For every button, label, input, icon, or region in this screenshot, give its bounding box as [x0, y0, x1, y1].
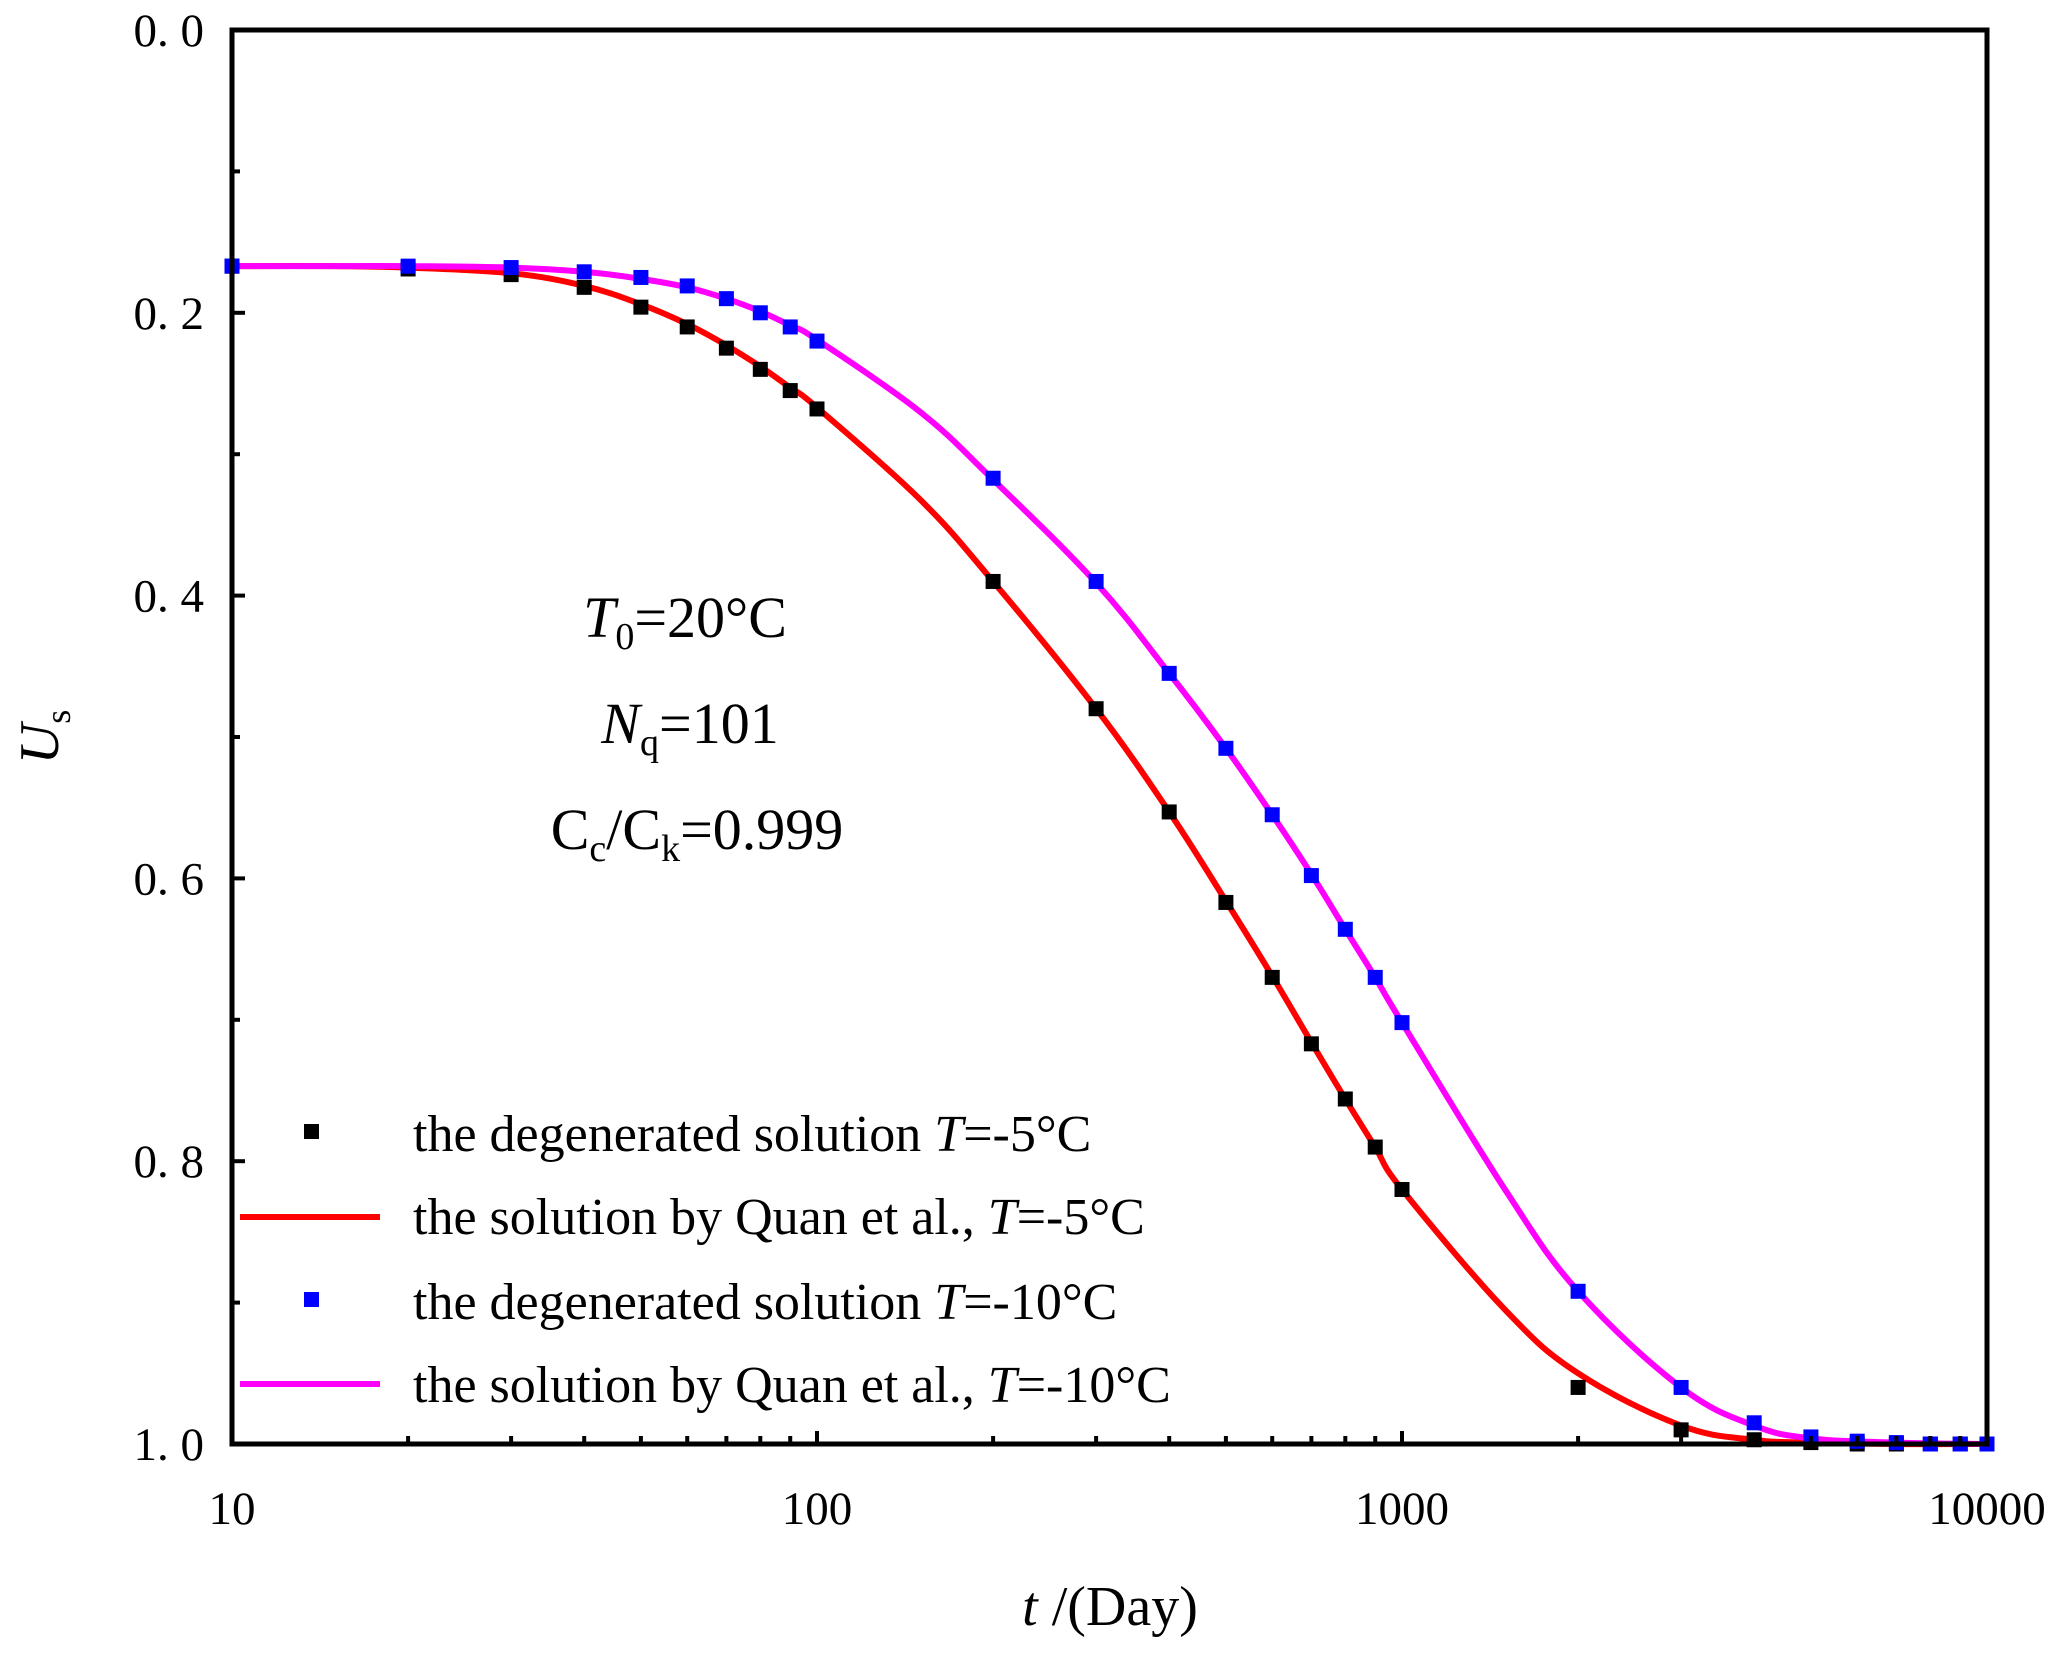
series-2-point [1161, 665, 1177, 681]
annotation-ratio-mid: /C [606, 797, 661, 862]
plot-frame [229, 27, 1990, 1447]
series-0-point [1570, 1379, 1586, 1395]
series-0-point [1394, 1181, 1410, 1197]
legend-label-2: the solution by Quan et al., T=-5°C [413, 1189, 1145, 1246]
series-0-point [718, 340, 734, 356]
legend-label-3-italic: T [934, 1274, 966, 1331]
series-0-point [752, 361, 768, 377]
annotation-t0-rest: =20°C [634, 585, 787, 650]
annotation-ratio-a-sub: c [589, 828, 606, 870]
series-layer [224, 258, 1995, 1452]
legend-label-1-suffix: =-5°C [963, 1106, 1091, 1163]
series-2-point [633, 269, 649, 285]
legend-label-4-prefix: the solution by Quan et al., [413, 1357, 988, 1414]
series-2-point [1264, 807, 1280, 823]
y-axis-title-main: U [9, 720, 71, 764]
annotation-nq-main: N [600, 691, 643, 756]
legend-label-4-suffix: =-10°C [1017, 1357, 1171, 1414]
x-axis-title-italic: t [1022, 1576, 1039, 1638]
series-2-point [1394, 1015, 1410, 1031]
series-0-point [1367, 1139, 1383, 1155]
series-0-point [782, 383, 798, 399]
legend-label-4: the solution by Quan et al., T=-10°C [413, 1357, 1171, 1414]
x-tick-label: 10000 [1928, 1483, 2046, 1535]
series-0-point [1218, 894, 1234, 910]
x-axis-title: t /(Day) [1022, 1576, 1198, 1638]
legend-label-4-italic: T [988, 1357, 1020, 1414]
legend-label-3: the degenerated solution T=-10°C [413, 1274, 1117, 1331]
series-0-point [1088, 701, 1104, 717]
series-0-point [633, 299, 649, 315]
legend-label-1-prefix: the degenerated solution [413, 1106, 934, 1163]
series-2-point [1746, 1415, 1762, 1431]
annotation-ratio-rest: =0.999 [680, 797, 843, 862]
legend-label-3-suffix: =-10°C [963, 1274, 1117, 1331]
series-2-point [503, 260, 519, 276]
series-2-point [782, 319, 798, 335]
series-2-point [985, 470, 1001, 486]
y-tick-label: 1. 0 [134, 1419, 205, 1471]
series-0-point [809, 401, 825, 417]
series-2-point [1337, 921, 1353, 937]
annotation-nq: Nq=101 [600, 691, 778, 764]
y-axis-title: Us [9, 710, 78, 764]
series-2-point [1088, 573, 1104, 589]
series-line-3 [232, 263, 1988, 1447]
x-tick-label: 10 [209, 1483, 256, 1535]
series-0-point [985, 573, 1001, 589]
series-2-point [1570, 1283, 1586, 1299]
series-2-point [1367, 969, 1383, 985]
series-0-point [679, 319, 695, 335]
legend-label-1-italic: T [934, 1106, 966, 1163]
series-0-point [1161, 804, 1177, 820]
series-2-point [752, 305, 768, 321]
legend-marker-blue-square [304, 1292, 319, 1307]
series-2-point [809, 333, 825, 349]
y-tick-label: 0. 0 [134, 5, 205, 57]
annotation-ratio: Cc/Ck=0.999 [551, 797, 844, 870]
annotation-nq-rest: =101 [659, 691, 779, 756]
y-tick-label: 0. 6 [134, 853, 205, 905]
x-axis-title-rest: /(Day) [1038, 1576, 1198, 1638]
x-tick-label: 100 [782, 1483, 853, 1535]
legend-marker-black-square [304, 1124, 319, 1139]
legend-label-1: the degenerated solution T=-5°C [413, 1106, 1091, 1163]
y-tick-label: 0. 4 [134, 571, 205, 623]
series-2-point [1303, 868, 1319, 884]
series-2-point [400, 258, 416, 274]
legend-label-3-prefix: the degenerated solution [413, 1274, 934, 1331]
legend: the degenerated solution T=-5°C the solu… [240, 1106, 1171, 1414]
annotation-t0-sub: 0 [615, 616, 634, 658]
series-0-point [1337, 1091, 1353, 1107]
series-2-point [576, 264, 592, 280]
series-0-point [1264, 969, 1280, 985]
y-tick-label: 0. 2 [134, 288, 205, 340]
series-2-point [1218, 740, 1234, 756]
series-2-point [1673, 1379, 1689, 1395]
x-tick-label: 1000 [1355, 1483, 1449, 1535]
annotation-nq-sub: q [640, 722, 659, 764]
series-0-point [1673, 1422, 1689, 1438]
legend-label-2-prefix: the solution by Quan et al., [413, 1189, 988, 1246]
y-axis-title-sub: s [38, 710, 78, 724]
y-tick-label: 0. 8 [134, 1136, 205, 1188]
annotation-t0-main: T [583, 585, 619, 650]
annotation-ratio-b-sub: k [661, 828, 680, 870]
annotation-t0: T0=20°C [583, 585, 787, 658]
legend-label-2-italic: T [988, 1189, 1020, 1246]
legend-label-2-suffix: =-5°C [1017, 1189, 1145, 1246]
series-2-point [718, 291, 734, 307]
annotation-ratio-a: C [551, 797, 590, 862]
series-0-point [1303, 1036, 1319, 1052]
series-2-point [679, 278, 695, 294]
series-line-1 [231, 263, 1988, 1448]
series-0-point [576, 279, 592, 295]
